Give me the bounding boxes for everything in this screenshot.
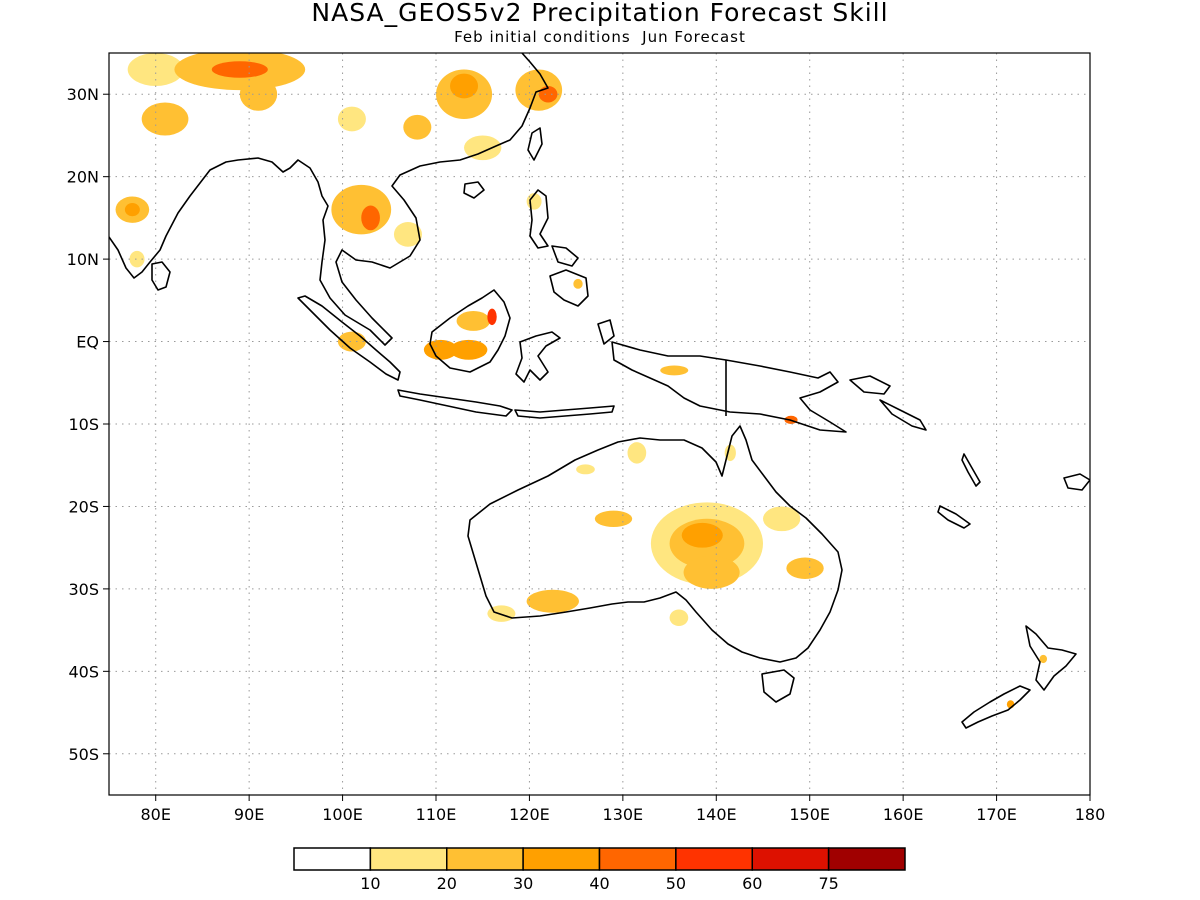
skill-region-39 <box>361 205 380 231</box>
skill-region-37 <box>211 61 268 78</box>
colorbar-swatch-6 <box>751 847 830 871</box>
lat-tick-label-6: 30S <box>68 580 99 599</box>
colorbar-label-5: 60 <box>742 874 762 893</box>
colorbar-swatch-3 <box>522 847 601 871</box>
colorbar-swatch-0 <box>293 847 372 871</box>
skill-region-20 <box>331 184 392 235</box>
lon-tick-label-1: 90E <box>234 805 264 824</box>
coastline-luzon <box>529 189 549 249</box>
coastline-java <box>397 389 513 417</box>
coastline-sumatra <box>297 295 401 381</box>
coastline-sulawesi <box>515 331 561 383</box>
coastline-hainan <box>463 181 485 199</box>
coastline-solomons <box>879 399 927 431</box>
coastline-new-guinea <box>611 341 847 433</box>
lat-tick-label-4: 10S <box>68 415 99 434</box>
skill-region-24 <box>660 365 689 376</box>
grid-lines <box>109 53 1090 795</box>
axis-labels: 30N 20N 10N EQ 10S 20S 30S 40S 50S 80E 90E 100E 110E… <box>67 85 1106 824</box>
skill-region-35 <box>681 522 723 548</box>
coastline-visayas <box>551 245 579 267</box>
skill-region-28 <box>786 557 824 579</box>
lon-tick-label-4: 120E <box>509 805 550 824</box>
coastline-halmahera <box>597 319 615 345</box>
skill-region-29 <box>526 589 579 613</box>
colorbar-label-4: 50 <box>666 874 686 893</box>
skill-region-30 <box>1039 654 1048 664</box>
skill-region-23 <box>456 311 491 331</box>
skill-region-2 <box>464 135 502 161</box>
colorbar-label-3: 40 <box>589 874 609 893</box>
coastline-australia <box>467 425 843 663</box>
coastline-new-caledonia <box>937 505 971 529</box>
skill-region-14 <box>141 102 189 136</box>
skill-region-32 <box>124 203 140 217</box>
skill-region-34 <box>450 339 488 360</box>
coastline-vanuatu <box>961 453 981 487</box>
coastline-asia-mainland <box>109 53 549 346</box>
skill-region-1 <box>337 106 366 132</box>
colorbar-swatch-1 <box>369 847 448 871</box>
colorbar-label-0: 10 <box>360 874 380 893</box>
lon-tick-label-5: 130E <box>603 805 644 824</box>
skill-region-7 <box>576 464 595 475</box>
coastline-tasmania <box>761 669 795 703</box>
skill-region-0 <box>127 53 184 86</box>
coastline-lesser-sunda <box>514 405 615 419</box>
lon-tick-label-3: 110E <box>416 805 457 824</box>
skill-region-11 <box>487 605 516 622</box>
skill-region-16 <box>403 114 432 140</box>
coastline-taiwan <box>527 127 543 161</box>
skill-region-27 <box>594 510 633 528</box>
colorbar-swatch-7 <box>827 847 906 871</box>
skill-region-4 <box>393 222 422 247</box>
lat-tick-label-0: 30N <box>67 85 99 104</box>
coastline-nz-south <box>961 685 1031 729</box>
skill-region-33 <box>423 339 458 360</box>
skill-region-26 <box>683 555 740 589</box>
skill-region-12 <box>669 609 689 626</box>
colorbar-swatch-4 <box>598 847 677 871</box>
lat-tick-label-3: EQ <box>76 333 99 352</box>
skill-region-3 <box>129 250 145 268</box>
coastline-nz-north <box>1025 625 1077 691</box>
skill-region-41 <box>487 308 497 326</box>
lat-tick-label-8: 50S <box>68 745 99 764</box>
lon-tick-label-8: 160E <box>883 805 924 824</box>
skill-region-10 <box>763 506 801 532</box>
colorbar-swatch-2 <box>446 847 524 871</box>
skill-shading-layer <box>115 53 1048 709</box>
lat-tick-label-1: 20N <box>67 168 99 187</box>
skill-region-22 <box>337 331 366 352</box>
skill-region-31 <box>450 73 479 99</box>
coastline-new-britain <box>849 375 891 395</box>
map-title: NASA_GEOS5v2 Precipitation Forecast Skil… <box>311 0 889 27</box>
coastline-fiji <box>1063 473 1090 491</box>
lon-tick-label-10: 180 <box>1075 805 1106 824</box>
lon-tick-label-0: 80E <box>140 805 170 824</box>
lat-tick-label-7: 40S <box>68 662 99 681</box>
colorbar-swatch-5 <box>675 847 753 871</box>
skill-region-6 <box>627 442 647 464</box>
lat-tick-label-2: 10N <box>67 250 99 269</box>
coastline-sri-lanka <box>151 261 171 291</box>
colorbar-label-1: 20 <box>437 874 457 893</box>
coastline-borneo <box>429 289 511 373</box>
colorbar-label-2: 30 <box>513 874 533 893</box>
map-subtitle: Feb initial conditions Jun Forecast <box>454 28 746 46</box>
lon-tick-label-6: 140E <box>696 805 737 824</box>
lon-tick-label-9: 170E <box>976 805 1017 824</box>
lon-tick-label-7: 150E <box>789 805 830 824</box>
lon-tick-label-2: 100E <box>322 805 363 824</box>
colorbar-label-6: 75 <box>818 874 838 893</box>
skill-region-21 <box>573 278 583 289</box>
plot-frame <box>108 52 1091 796</box>
colorbar: 10 20 30 40 50 60 75 <box>293 847 906 893</box>
coastline-mindanao <box>549 269 589 307</box>
lat-tick-label-5: 20S <box>68 497 99 516</box>
coastlines <box>109 53 1090 729</box>
